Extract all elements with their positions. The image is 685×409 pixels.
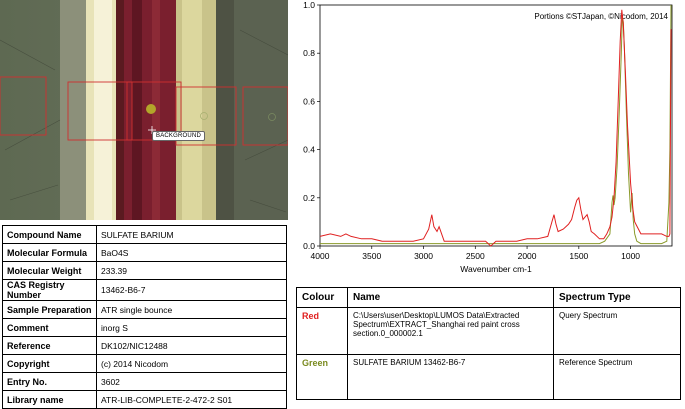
legend-row-red: Red C:\Users\user\Desktop\LUMOS Data\Ext…: [296, 307, 681, 355]
y-tick-label: 0.6: [303, 96, 315, 106]
compound-value: 13462-B6-7: [96, 279, 287, 301]
compound-key: Entry No.: [2, 372, 97, 391]
spectrum-chart: 4000 3500 3000 2500 2000 1500 1000 0.0 0.2 0.4 0.6…: [298, 0, 685, 280]
compound-value: 3602: [96, 372, 287, 391]
x-tick-label: 2000: [518, 251, 537, 261]
query-spectrum-name: C:\Users\user\Desktop\LUMOS Data\Extract…: [347, 307, 554, 355]
compound-row: Molecular Formula BaO4S: [2, 243, 287, 262]
colour-green: Green: [296, 354, 348, 400]
compound-value: (c) 2014 Nicodom: [96, 354, 287, 373]
header-spectrum-type: Spectrum Type: [553, 287, 681, 308]
x-tick-label: 3500: [362, 251, 381, 261]
reference-spectrum-name: SULFATE BARIUM 13462-B6-7: [347, 354, 554, 400]
compound-key: Molecular Formula: [2, 243, 97, 262]
compound-row: CAS Registry Number 13462-B6-7: [2, 279, 287, 301]
compound-value: inorg S: [96, 318, 287, 337]
compound-row: Comment inorg S: [2, 318, 287, 337]
compound-row: Sample Preparation ATR single bounce: [2, 300, 287, 319]
header-colour: Colour: [296, 287, 348, 308]
x-tick-label: 2500: [466, 251, 485, 261]
x-tick-label: 1000: [621, 251, 640, 261]
y-tick-label: 0.8: [303, 48, 315, 58]
cross-section-picture: [0, 0, 288, 220]
compound-row: Compound Name SULFATE BARIUM: [2, 225, 287, 244]
y-tick-label: 0.0: [303, 241, 315, 251]
compound-key: CAS Registry Number: [2, 279, 97, 301]
compound-info-table: Compound Name SULFATE BARIUM Molecular For…: [2, 225, 287, 409]
y-tick-label: 0.4: [303, 145, 315, 155]
compound-row: Entry No. 3602: [2, 372, 287, 391]
compound-key: Comment: [2, 318, 97, 337]
compound-value: SULFATE BARIUM: [96, 225, 287, 244]
compound-key: Copyright: [2, 354, 97, 373]
compound-value: BaO4S: [96, 243, 287, 262]
compound-row: Molecular Weight 233.39: [2, 261, 287, 280]
x-tick-label: 1500: [569, 251, 588, 261]
compound-row: Copyright (c) 2014 Nicodom: [2, 354, 287, 373]
compound-value: DK102/NIC12488: [96, 336, 287, 355]
query-spectrum-type: Query Spectrum: [553, 307, 681, 355]
compound-key: Reference: [2, 336, 97, 355]
legend-table: Colour Name Spectrum Type Red C:\Users\u…: [296, 287, 681, 400]
compound-row: Reference DK102/NIC12488: [2, 336, 287, 355]
x-tick-label: 4000: [311, 251, 330, 261]
legend-row-green: Green SULFATE BARIUM 13462-B6-7 Referenc…: [296, 354, 681, 400]
spectrum-plot: 4000 3500 3000 2500 2000 1500 1000 0.0 0.2 0.4 0.6…: [303, 0, 673, 274]
red-spectrum-line: [319, 9, 672, 247]
y-tick-label: 1.0: [303, 0, 315, 10]
compound-value: ATR single bounce: [96, 300, 287, 319]
microscope-image: BACKGROUND: [0, 0, 288, 220]
copyright-annotation: Portions ©STJapan, ©Nicodom, 2014: [534, 12, 668, 21]
compound-value: 233.39: [96, 261, 287, 280]
reference-spectrum-type: Reference Spectrum: [553, 354, 681, 400]
compound-key: Sample Preparation: [2, 300, 97, 319]
colour-red: Red: [296, 307, 348, 355]
x-tick-label: 3000: [414, 251, 433, 261]
background-label: BACKGROUND: [152, 131, 206, 141]
compound-key: Molecular Weight: [2, 261, 97, 280]
y-tick-label: 0.2: [303, 193, 315, 203]
compound-key: Compound Name: [2, 225, 97, 244]
header-name: Name: [347, 287, 554, 308]
x-axis-label: Wavenumber cm-1: [460, 264, 532, 274]
